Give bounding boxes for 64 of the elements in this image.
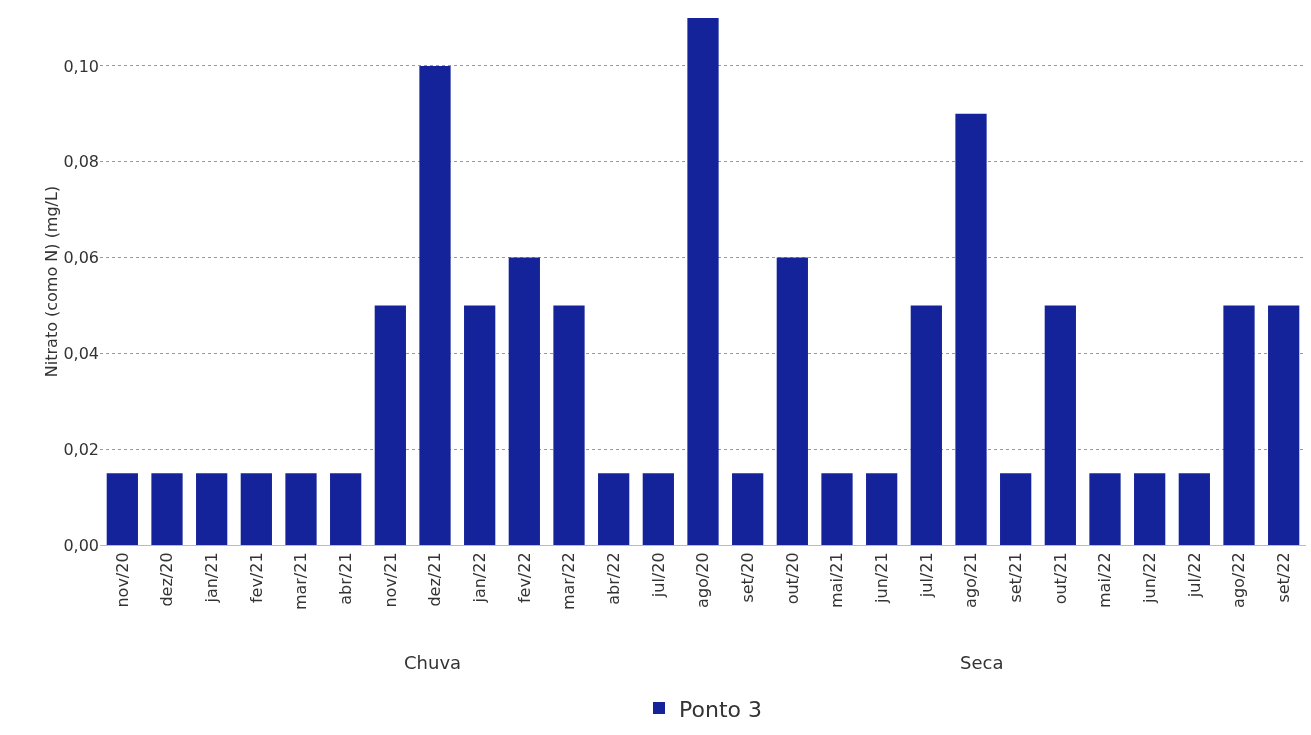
x-tick-label: dez/20 <box>157 552 177 607</box>
x-tick-label: fev/22 <box>514 552 534 604</box>
y-tick-label: 0,06 <box>63 248 99 268</box>
x-tick-label: mar/22 <box>559 552 579 611</box>
bar <box>866 473 898 545</box>
x-tick-label: abr/22 <box>603 552 623 605</box>
bar <box>419 65 451 545</box>
bar <box>955 113 987 545</box>
bar <box>285 473 317 545</box>
x-tick-label: jun/22 <box>1139 552 1159 604</box>
x-tick-label: ago/21 <box>961 552 981 608</box>
bar <box>1000 473 1032 545</box>
bar <box>330 473 362 545</box>
bar <box>240 473 272 545</box>
x-tick-label: jun/21 <box>871 552 891 604</box>
x-tick-label: abr/21 <box>335 552 355 605</box>
legend-label: Ponto 3 <box>679 696 762 722</box>
x-tick-label: jan/22 <box>469 552 489 604</box>
x-tick-label: out/20 <box>782 552 802 605</box>
x-tick-label: set/20 <box>737 552 757 603</box>
x-tick-label: ago/20 <box>693 552 713 608</box>
bar <box>374 305 406 545</box>
y-tick-label: 0,10 <box>63 56 99 76</box>
bar <box>464 305 496 545</box>
x-tick-label: set/21 <box>1005 552 1025 603</box>
x-tick-label: mai/22 <box>1095 552 1115 608</box>
x-tick-label: fev/21 <box>246 552 266 604</box>
bar <box>1268 305 1300 545</box>
y-axis-title: Nitrato (como N) (mg/L) <box>42 185 62 378</box>
x-tick-label: ago/22 <box>1229 552 1249 608</box>
bar <box>776 257 808 545</box>
x-tick-label: mar/21 <box>291 552 311 611</box>
x-tick-label: out/21 <box>1050 552 1070 605</box>
bar <box>553 305 585 545</box>
bar <box>642 473 674 545</box>
bar <box>1089 473 1121 545</box>
x-tick-label: jul/20 <box>648 552 668 599</box>
x-tick-label: jul/21 <box>916 552 936 599</box>
x-tick-label: dez/21 <box>425 552 445 607</box>
y-tick-label: 0,02 <box>63 439 99 459</box>
y-tick-label: 0,04 <box>63 343 99 363</box>
text: Seca <box>960 652 1004 673</box>
x-tick-label: jul/22 <box>1184 552 1204 599</box>
x-tick-label: nov/21 <box>380 552 400 608</box>
x-tick-label: nov/20 <box>112 552 132 608</box>
bar <box>598 473 630 545</box>
y-tick-label: 0,00 <box>63 535 99 555</box>
bar <box>196 473 228 545</box>
bar <box>821 473 853 545</box>
bar <box>1223 305 1255 545</box>
text: Chuva <box>404 652 462 673</box>
bar <box>151 473 183 545</box>
bar <box>732 473 764 545</box>
x-tick-label: jan/21 <box>201 552 221 604</box>
x-tick-label: set/22 <box>1273 552 1293 603</box>
x-tick-label: mai/21 <box>827 552 847 608</box>
bar <box>910 305 942 545</box>
bar <box>1044 305 1076 545</box>
bar <box>106 473 138 545</box>
bar <box>1178 473 1210 545</box>
bar <box>508 257 540 545</box>
bar <box>1134 473 1166 545</box>
y-tick-label: 0,08 <box>63 152 99 172</box>
bar <box>687 18 719 545</box>
